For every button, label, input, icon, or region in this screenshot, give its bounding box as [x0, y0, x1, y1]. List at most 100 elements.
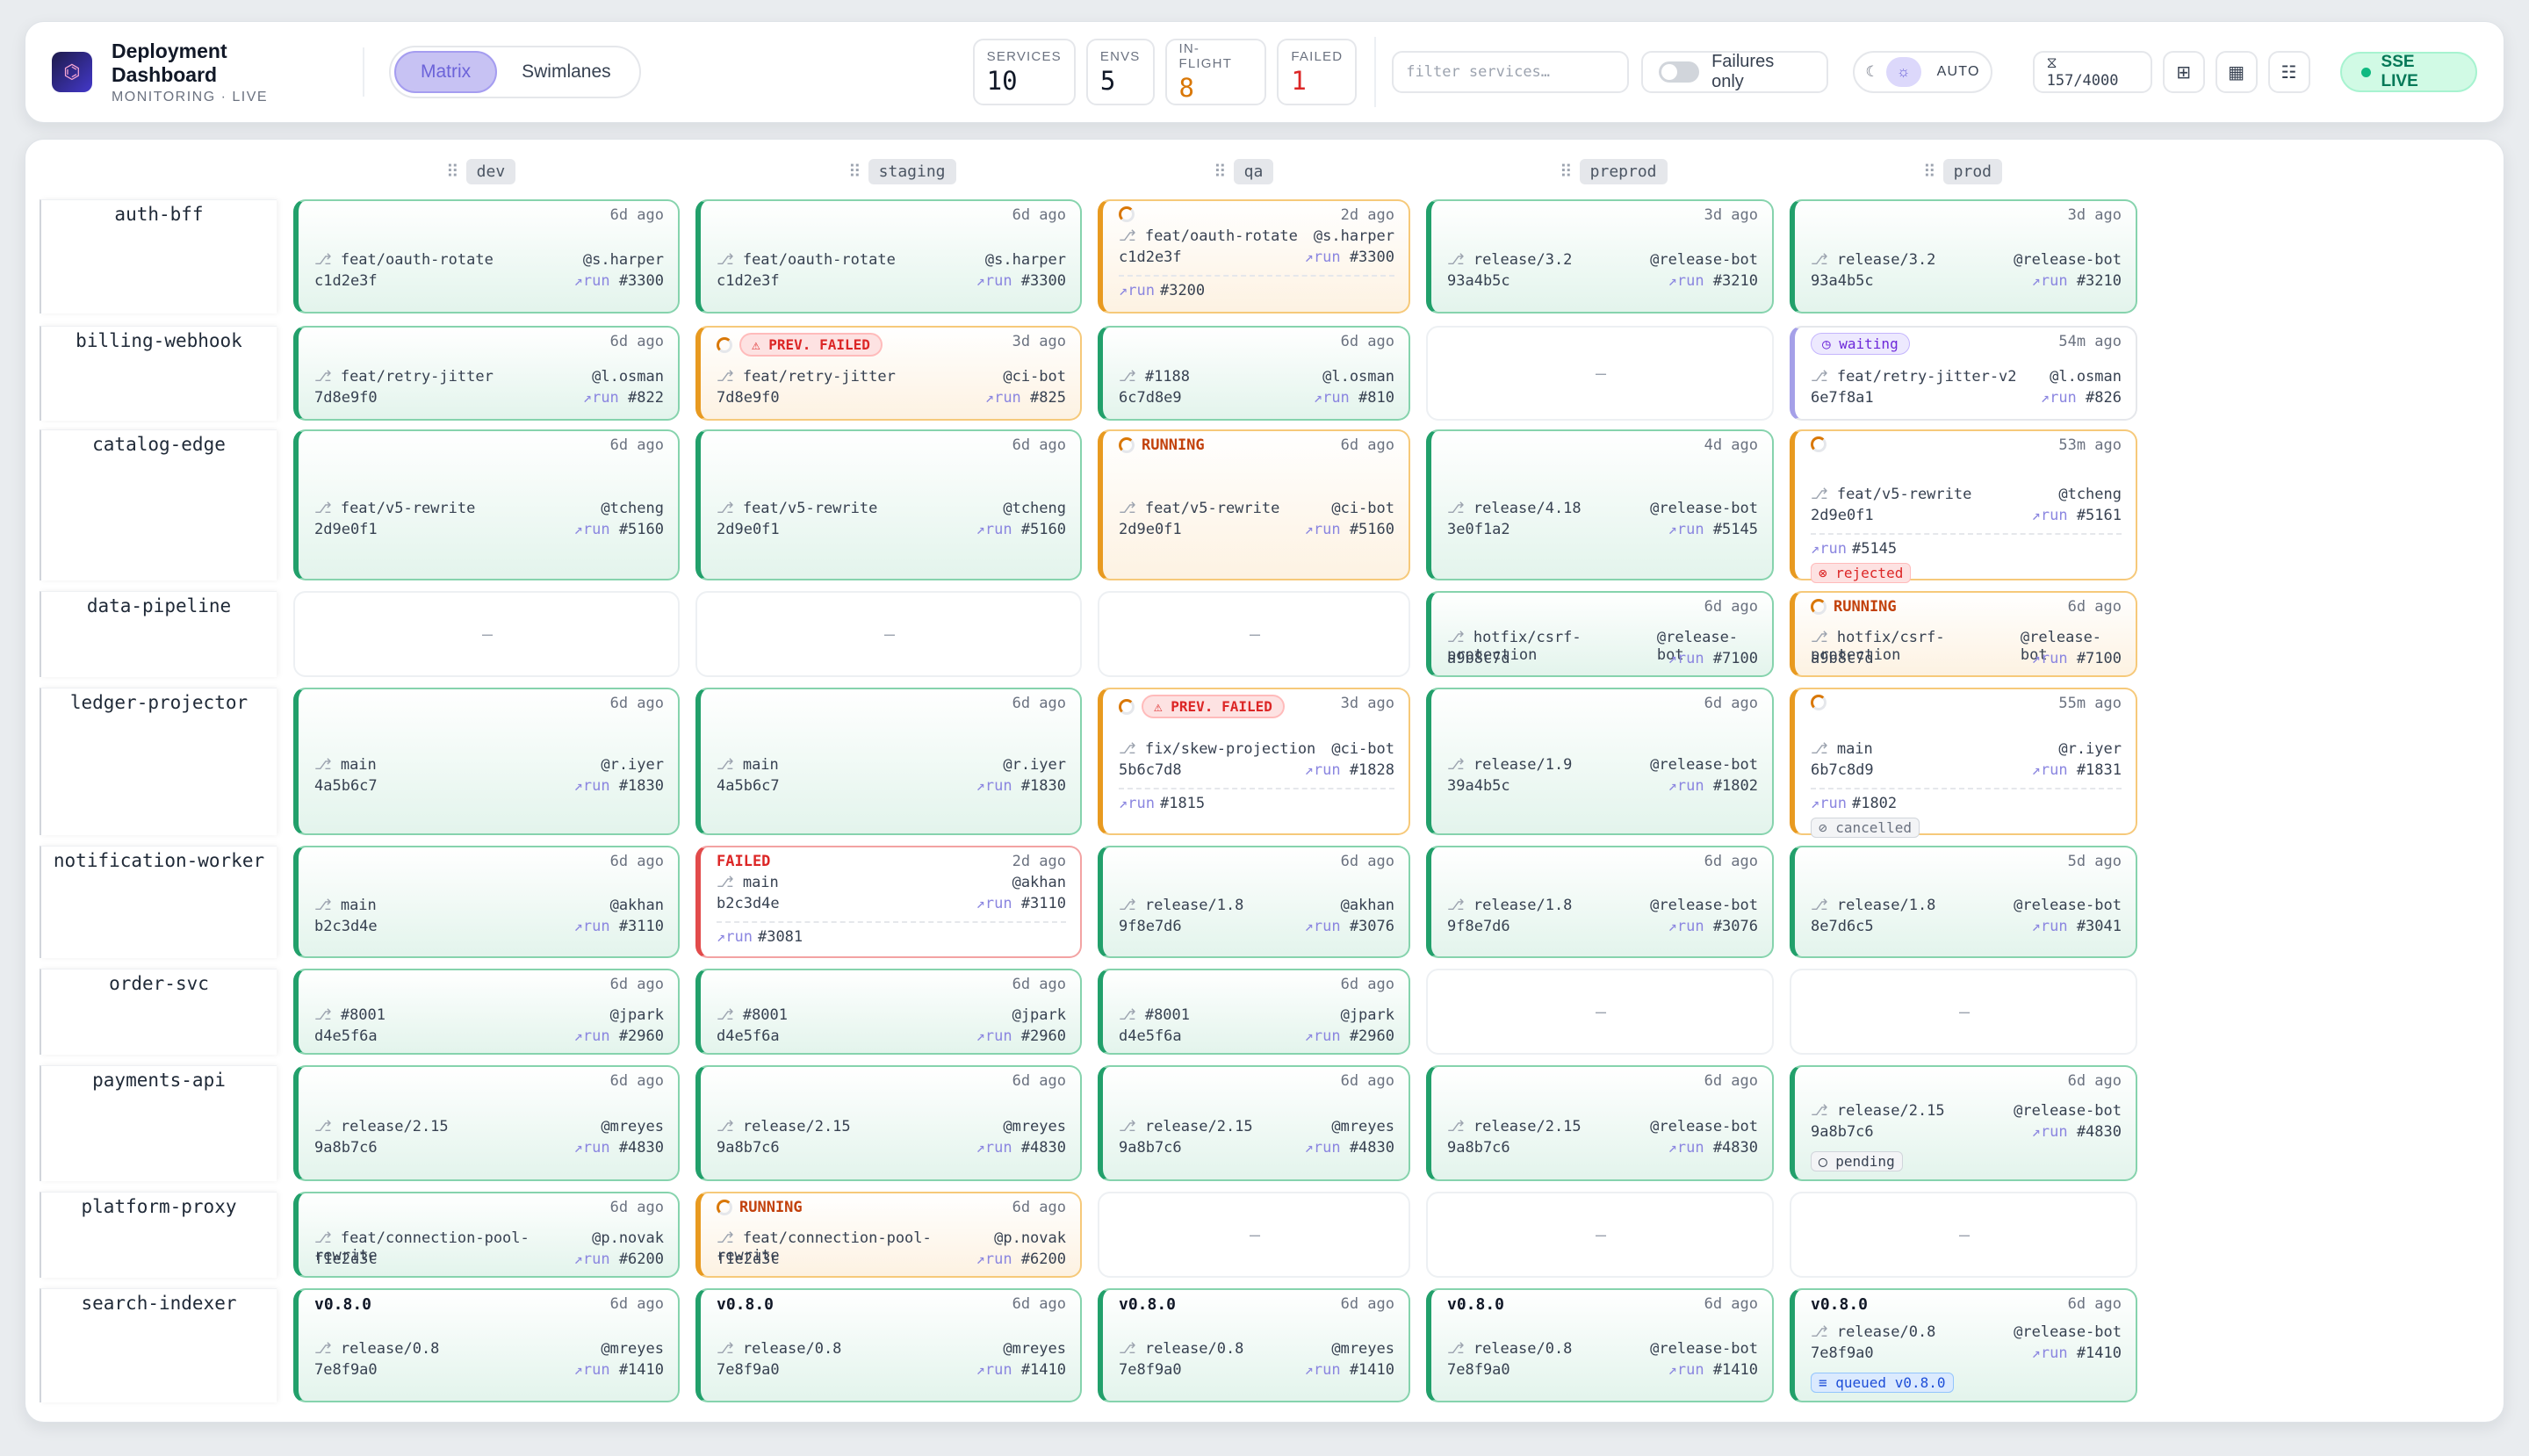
deploy-cell-prod[interactable]: 6d ago v0.8.0 release/0.8 @release-bot 7e8f9…	[1790, 1288, 2137, 1402]
run-link[interactable]: ↗run #4830	[2031, 1123, 2122, 1141]
run-link[interactable]: ↗run #2960	[573, 1027, 664, 1045]
run-link[interactable]: ↗run #2960	[976, 1027, 1066, 1045]
filter-services-input[interactable]: filter services…	[1392, 51, 1630, 93]
run-link[interactable]: ↗run #822	[582, 389, 664, 407]
theme-auto-label[interactable]: AUTO	[1936, 64, 1980, 79]
run-link[interactable]: ↗run #1831	[2031, 761, 2122, 779]
deploy-cell-preprod[interactable]: 4d ago release/4.18 @release-bot 3e0f1a2 ↗ru…	[1426, 429, 1774, 580]
previous-run-link[interactable]: ↗run #1815	[1119, 795, 1206, 812]
failures-only-toggle[interactable]: Failures only	[1641, 51, 1829, 93]
commit-sha[interactable]: 7e8f9a0	[1119, 1361, 1182, 1379]
env-column-dev[interactable]: ⠿ dev	[446, 157, 516, 185]
commit-sha[interactable]: 2d9e0f1	[1811, 507, 1874, 524]
previous-run-link[interactable]: ↗run #5145	[1811, 540, 1898, 558]
deploy-cell-prod[interactable]: 54m ago ◷ waiting feat/retry-jitter-v2 @l.o…	[1790, 326, 2137, 421]
commit-sha[interactable]: 9a8b7c6	[1811, 1123, 1874, 1141]
env-column-staging[interactable]: ⠿ staging	[848, 157, 956, 185]
run-link[interactable]: ↗run #4830	[976, 1139, 1066, 1157]
commit-sha[interactable]: 6c7d8e9	[1119, 389, 1182, 407]
deploy-cell-staging[interactable]: 3d ago ⚠ PREV. FAILED feat/retry-jitter @ci…	[695, 326, 1082, 421]
commit-sha[interactable]: 9a8b7c6	[717, 1139, 780, 1157]
deploy-cell-staging[interactable]: 6d ago #8001 @jpark d4e5f6a ↗run #2960	[695, 969, 1082, 1055]
run-link[interactable]: ↗run #3076	[1668, 918, 1758, 935]
deploy-cell-staging[interactable]: 6d ago feat/oauth-rotate @s.harper c1d2e3f ↗…	[695, 199, 1082, 314]
deploy-cell-qa[interactable]: 3d ago ⚠ PREV. FAILED fix/skew-projection @…	[1098, 688, 1410, 835]
commit-sha[interactable]: a9b8c7d	[1811, 650, 1874, 667]
commit-sha[interactable]: f1e2d3c	[314, 1251, 378, 1268]
run-link[interactable]: ↗run #5160	[1304, 521, 1394, 538]
deploy-cell-prod[interactable]: 5d ago release/1.8 @release-bot 8e7d6c5 ↗run…	[1790, 846, 2137, 958]
deploy-cell-dev[interactable]: 6d ago main @akhan b2c3d4e ↗run #3110	[293, 846, 680, 958]
theme-switcher[interactable]: ☾ ☼ AUTO	[1853, 51, 1992, 93]
deploy-cell-qa[interactable]: 6d ago v0.8.0 release/0.8 @mreyes 7e8f9a0 ↗ru…	[1098, 1288, 1410, 1402]
run-link[interactable]: ↗run #5161	[2031, 507, 2122, 524]
run-link[interactable]: ↗run #3110	[976, 895, 1066, 912]
grid-view-icon[interactable]: ⊞	[2162, 51, 2205, 93]
commit-sha[interactable]: 5b6c7d8	[1119, 761, 1182, 779]
table-view-icon[interactable]: ▦	[2215, 51, 2258, 93]
deploy-cell-prod[interactable]: 6d ago release/2.15 @release-bot 9a8b7c6 ↗ru…	[1790, 1065, 2137, 1181]
service-name[interactable]: billing-webhook	[40, 326, 277, 421]
service-name[interactable]: search-indexer	[40, 1288, 277, 1402]
deploy-cell-qa[interactable]: 6d ago release/2.15 @mreyes 9a8b7c6 ↗run #48…	[1098, 1065, 1410, 1181]
deploy-cell-qa[interactable]: 6d ago RUNNING feat/v5-rewrite @ci-bot 2d9e0…	[1098, 429, 1410, 580]
deploy-cell-qa[interactable]: 2d ago feat/oauth-rotate @s.harper c1d2e3f ↗…	[1098, 199, 1410, 314]
commit-sha[interactable]: 39a4b5c	[1447, 777, 1510, 795]
deploy-cell-staging[interactable]: 6d ago v0.8.0 release/0.8 @mreyes 7e8f9a0 ↗ru…	[695, 1288, 1082, 1402]
commit-sha[interactable]: 2d9e0f1	[1119, 521, 1182, 538]
run-link[interactable]: ↗run #6200	[573, 1251, 664, 1268]
deploy-cell-prod[interactable]: 6d ago RUNNING hotfix/csrf-protection@rele…	[1790, 591, 2137, 677]
run-link[interactable]: ↗run #825	[984, 389, 1066, 407]
service-name[interactable]: order-svc	[40, 969, 277, 1055]
run-link[interactable]: ↗run #3210	[2031, 272, 2122, 290]
deploy-cell-staging[interactable]: 6d ago feat/v5-rewrite @tcheng 2d9e0f1 ↗run …	[695, 429, 1082, 580]
deploy-cell-prod[interactable]: 55m ago main @r.iyer 6b7c8d9 ↗run #1831 ↗run#…	[1790, 688, 2137, 838]
sun-icon[interactable]: ☼	[1885, 57, 1921, 87]
commit-sha[interactable]: c1d2e3f	[1119, 249, 1182, 266]
commit-sha[interactable]: 6b7c8d9	[1811, 761, 1874, 779]
run-link[interactable]: ↗run #3300	[976, 272, 1066, 290]
deploy-cell-staging[interactable]: 6d ago release/2.15 @mreyes 9a8b7c6 ↗run #48…	[695, 1065, 1082, 1181]
drag-handle-icon[interactable]: ⠿	[1214, 161, 1227, 182]
commit-sha[interactable]: c1d2e3f	[314, 272, 378, 290]
run-link[interactable]: ↗run #4830	[1668, 1139, 1758, 1157]
commit-sha[interactable]: a9b8c7d	[1447, 650, 1510, 667]
commit-sha[interactable]: 2d9e0f1	[314, 521, 378, 538]
run-link[interactable]: ↗run #3110	[573, 918, 664, 935]
deploy-cell-qa[interactable]: 6d ago release/1.8 @akhan 9f8e7d6 ↗run #3076	[1098, 846, 1410, 958]
run-link[interactable]: ↗run #6200	[976, 1251, 1066, 1268]
run-link[interactable]: ↗run #3300	[1304, 249, 1394, 266]
commit-sha[interactable]: 6e7f8a1	[1811, 389, 1874, 407]
commit-sha[interactable]: 7e8f9a0	[1811, 1344, 1874, 1362]
commit-sha[interactable]: 3e0f1a2	[1447, 521, 1510, 538]
drag-handle-icon[interactable]: ⠿	[1923, 161, 1936, 182]
run-link[interactable]: ↗run #1410	[1304, 1361, 1394, 1379]
list-view-icon[interactable]: ☷	[2267, 51, 2310, 93]
run-link[interactable]: ↗run #3210	[1668, 272, 1758, 290]
commit-sha[interactable]: 93a4b5c	[1811, 272, 1874, 290]
run-link[interactable]: ↗run #2960	[1304, 1027, 1394, 1045]
run-link[interactable]: ↗run #3300	[573, 272, 664, 290]
service-name[interactable]: data-pipeline	[40, 591, 277, 677]
run-link[interactable]: ↗run #1802	[1668, 777, 1758, 795]
deploy-cell-prod[interactable]: 53m ago feat/v5-rewrite @tcheng 2d9e0f1 ↗run…	[1790, 429, 2137, 583]
failures-only-switch[interactable]	[1659, 61, 1700, 83]
deploy-cell-dev[interactable]: 6d ago v0.8.0 release/0.8 @mreyes 7e8f9a0 ↗ru…	[293, 1288, 680, 1402]
run-link[interactable]: ↗run #1410	[976, 1361, 1066, 1379]
deploy-cell-preprod[interactable]: 6d ago release/2.15 @release-bot 9a8b7c6 ↗ru…	[1426, 1065, 1774, 1181]
deploy-cell-preprod[interactable]: 6d ago v0.8.0 release/0.8 @release-bot 7e8f9…	[1426, 1288, 1774, 1402]
deploy-cell-preprod[interactable]: 3d ago release/3.2 @release-bot 93a4b5c ↗run…	[1426, 199, 1774, 314]
run-link[interactable]: ↗run #3041	[2031, 918, 2122, 935]
service-name[interactable]: catalog-edge	[40, 429, 277, 580]
env-column-qa[interactable]: ⠿ qa	[1214, 157, 1274, 185]
deploy-cell-dev[interactable]: 6d ago main @r.iyer 4a5b6c7 ↗run #1830	[293, 688, 680, 835]
run-link[interactable]: ↗run #1830	[573, 777, 664, 795]
deploy-cell-dev[interactable]: 6d ago #8001 @jpark d4e5f6a ↗run #2960	[293, 969, 680, 1055]
run-link[interactable]: ↗run #1410	[2031, 1344, 2122, 1362]
commit-sha[interactable]: 7e8f9a0	[1447, 1361, 1510, 1379]
commit-sha[interactable]: 7e8f9a0	[314, 1361, 378, 1379]
run-link[interactable]: ↗run #5160	[976, 521, 1066, 538]
service-name[interactable]: ledger-projector	[40, 688, 277, 835]
drag-handle-icon[interactable]: ⠿	[848, 161, 861, 182]
run-link[interactable]: ↗run #810	[1313, 389, 1394, 407]
